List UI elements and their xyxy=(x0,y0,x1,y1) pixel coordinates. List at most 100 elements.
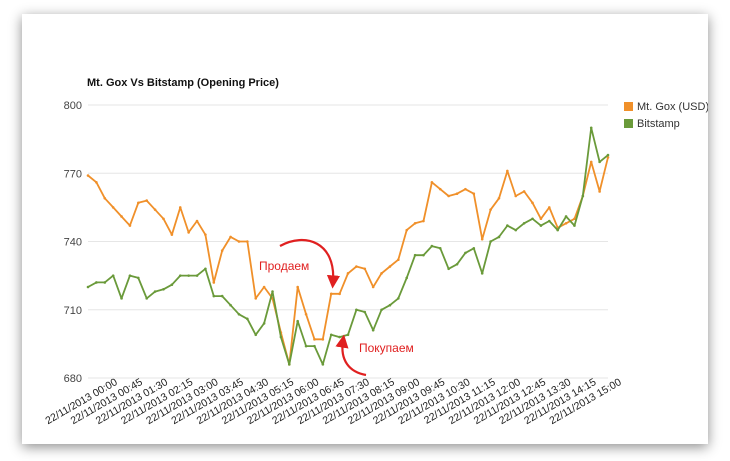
data-point: 22/11/2013 04:30: 708 xyxy=(237,313,241,316)
data-point: 22/11/2013 00:00: 769 xyxy=(86,174,90,177)
data-point: 22/11/2013 13:30: 750 xyxy=(539,217,543,221)
grid-lines xyxy=(88,104,608,379)
data-point: 22/11/2013 06:30: 708 xyxy=(304,313,308,316)
data-point: 22/11/2013 11:45: 726 xyxy=(480,272,484,275)
data-point: 22/11/2013 09:30: 724 xyxy=(405,276,409,280)
data-point: 22/11/2013 11:15: 735 xyxy=(464,251,467,255)
legend-label: Mt. Gox (USD) xyxy=(637,101,708,113)
data-point: 22/11/2013 04:15: 742 xyxy=(229,235,232,239)
sell-annotation: Продаем xyxy=(259,259,309,273)
series-lines: 22/11/2013 00:00: 769 22/11/2013 00:15: 7… xyxy=(86,126,610,366)
data-point: 22/11/2013 03:30: 728 xyxy=(204,267,207,271)
series-line-bitstamp xyxy=(87,126,609,366)
data-point: 22/11/2013 00:45: 725 xyxy=(111,274,115,277)
data-point: 22/11/2013 00:15: 766 xyxy=(95,181,98,184)
chart-title: Mt. Gox Vs Bitstamp (Opening Price) xyxy=(87,77,279,89)
buy-annotation: Покупаем xyxy=(359,341,414,355)
annotations: Продаем Покупаем xyxy=(259,238,414,377)
data-point: 22/11/2013 01:45: 715 xyxy=(145,297,149,300)
data-point: 22/11/2013 11:30: 737 xyxy=(472,247,476,250)
data-point: 22/11/2013 14:15: 751 xyxy=(564,215,568,218)
data-point: 22/11/2013 09:00: 712 xyxy=(388,303,392,307)
data-point: 22/11/2013 02:45: 725 xyxy=(178,274,182,277)
data-point: 22/11/2013 05:00: 715 xyxy=(254,297,258,300)
data-point: 22/11/2013 13:45: 755 xyxy=(547,206,551,209)
data-point: 22/11/2013 00:30: 759 xyxy=(103,196,107,200)
data-point: 22/11/2013 05:30: 718 xyxy=(271,290,274,293)
data-point: 22/11/2013 01:00: 751 xyxy=(120,215,123,218)
buy-arrow xyxy=(335,334,367,377)
data-point: 22/11/2013 00:45: 755 xyxy=(111,206,115,209)
data-point: 22/11/2013 05:45: 698 xyxy=(279,335,283,339)
data-point: 22/11/2013 01:30: 724 xyxy=(137,276,140,280)
data-point: 22/11/2013 10:30: 763 xyxy=(438,187,442,191)
legend-swatch xyxy=(624,102,633,111)
data-point: 22/11/2013 00:15: 722 xyxy=(95,281,98,284)
data-point: 22/11/2013 11:15: 763 xyxy=(464,187,467,191)
y-tick-label: 740 xyxy=(64,237,82,249)
data-point: 22/11/2013 12:45: 745 xyxy=(514,228,518,232)
data-point: 22/11/2013 03:00: 725 xyxy=(187,274,190,277)
data-point: 22/11/2013 05:15: 704 xyxy=(262,322,266,325)
data-point: 22/11/2013 13:45: 749 xyxy=(547,219,551,223)
data-point: 22/11/2013 11:45: 741 xyxy=(480,237,484,241)
data-point: 22/11/2013 04:00: 716 xyxy=(220,294,224,298)
data-point: 22/11/2013 09:15: 732 xyxy=(397,258,400,261)
data-point: 22/11/2013 04:30: 740 xyxy=(237,240,241,243)
data-point: 22/11/2013 06:00: 686 xyxy=(287,363,291,366)
data-point: 22/11/2013 15:00: 790 xyxy=(589,126,593,130)
data-point: 22/11/2013 02:45: 755 xyxy=(178,206,182,209)
data-point: 22/11/2013 03:45: 716 xyxy=(212,294,216,298)
data-point: 22/11/2013 08:00: 729 xyxy=(355,265,358,268)
y-tick-label: 800 xyxy=(64,100,82,112)
data-point: 22/11/2013 13:15: 750 xyxy=(531,217,534,221)
sell-arrow xyxy=(279,238,341,289)
data-point: 22/11/2013 06:15: 705 xyxy=(296,319,299,323)
data-point: 22/11/2013 09:15: 715 xyxy=(397,297,400,300)
data-point: 22/11/2013 09:45: 734 xyxy=(413,253,417,257)
data-point: 22/11/2013 06:30: 694 xyxy=(304,344,308,348)
y-tick-label: 680 xyxy=(64,373,82,385)
data-point: 22/11/2013 07:45: 699 xyxy=(346,333,350,337)
data-point: 22/11/2013 02:30: 721 xyxy=(170,283,174,287)
data-point: 22/11/2013 11:30: 761 xyxy=(472,192,476,196)
data-point: 22/11/2013 00:30: 722 xyxy=(103,281,107,284)
data-point: 22/11/2013 04:45: 740 xyxy=(246,240,249,243)
data-point: 22/11/2013 00:00: 720 xyxy=(86,285,90,289)
data-point: 22/11/2013 03:00: 744 xyxy=(187,231,190,234)
data-point: 22/11/2013 08:45: 710 xyxy=(380,308,383,312)
data-point: 22/11/2013 07:30: 698 xyxy=(338,335,341,339)
data-point: 22/11/2013 07:45: 726 xyxy=(346,272,350,275)
data-point: 22/11/2013 06:15: 720 xyxy=(296,285,299,289)
y-axis-ticks: 680 710 740 770 800 xyxy=(64,100,82,385)
data-point: 22/11/2013 15:00: 775 xyxy=(589,160,593,164)
data-point: 22/11/2013 13:00: 748 xyxy=(522,222,526,225)
data-point: 22/11/2013 04:15: 712 xyxy=(229,303,232,307)
data-point: 22/11/2013 15:15: 775 xyxy=(598,160,601,164)
data-point: 22/11/2013 01:15: 747 xyxy=(128,224,132,227)
data-point: 22/11/2013 15:15: 762 xyxy=(598,190,601,193)
y-tick-label: 710 xyxy=(64,305,82,317)
data-point: 22/11/2013 08:30: 720 xyxy=(371,285,375,289)
data-point: 22/11/2013 10:15: 738 xyxy=(430,244,434,248)
data-point: 22/11/2013 10:15: 766 xyxy=(430,181,434,184)
data-point: 22/11/2013 12:30: 771 xyxy=(506,169,509,173)
data-point: 22/11/2013 01:15: 725 xyxy=(128,274,132,277)
data-point: 22/11/2013 03:15: 725 xyxy=(195,274,199,277)
data-point: 22/11/2013 12:15: 759 xyxy=(497,196,501,200)
data-point: 22/11/2013 10:45: 728 xyxy=(447,267,450,271)
data-point: 22/11/2013 14:00: 745 xyxy=(556,228,559,232)
data-point: 22/11/2013 01:45: 758 xyxy=(145,199,149,202)
data-point: 22/11/2013 06:45: 697 xyxy=(313,338,316,341)
y-tick-label: 770 xyxy=(64,168,82,180)
data-point: 22/11/2013 10:00: 734 xyxy=(422,253,425,257)
data-point: 22/11/2013 02:30: 743 xyxy=(170,233,174,236)
data-point: 22/11/2013 14:45: 760 xyxy=(581,194,585,198)
data-point: 22/11/2013 02:00: 754 xyxy=(153,208,157,211)
data-point: 22/11/2013 14:15: 748 xyxy=(564,222,568,225)
data-point: 22/11/2013 12:30: 747 xyxy=(506,224,509,227)
data-point: 22/11/2013 07:15: 699 xyxy=(329,333,333,337)
data-point: 22/11/2013 08:45: 726 xyxy=(380,272,383,275)
data-point: 22/11/2013 12:00: 754 xyxy=(489,208,492,211)
line-chart: Mt. Gox Vs Bitstamp (Opening Price) 680 7… xyxy=(43,77,708,427)
